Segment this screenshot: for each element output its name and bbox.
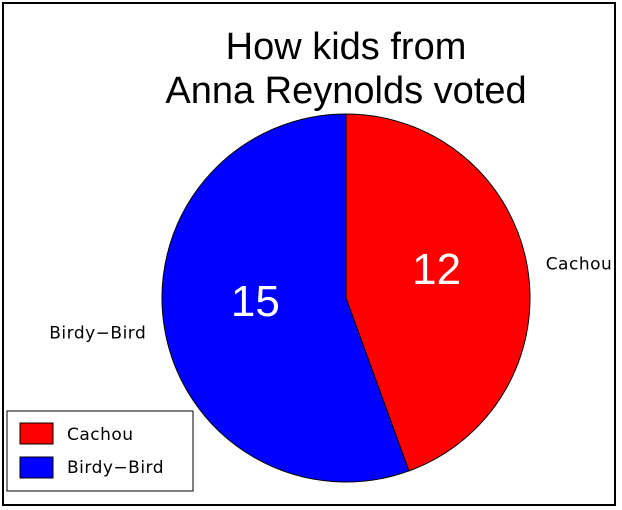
slice-label-birdy-bird: Birdy−Bird <box>49 324 146 344</box>
slice-value-labels: 12 15 <box>231 245 461 326</box>
legend-swatch-cachou <box>19 422 54 445</box>
chart-title-line-2: Anna Reynolds voted <box>165 70 526 112</box>
legend-label-cachou: Cachou <box>67 425 134 445</box>
pie-slices <box>161 113 531 483</box>
slice-outside-labels: Cachou Birdy−Bird <box>49 254 612 343</box>
slice-value-cachou: 12 <box>412 245 461 294</box>
legend: Cachou Birdy−Bird <box>6 410 194 492</box>
pie-slice-birdy-bird <box>161 113 410 483</box>
pie-slice-cachou <box>345 113 531 472</box>
legend-swatch-birdy-bird <box>19 456 54 479</box>
slice-value-birdy-bird: 15 <box>231 277 280 326</box>
slice-label-cachou: Cachou <box>546 254 613 274</box>
chart-title: How kids from Anna Reynolds voted <box>165 26 526 112</box>
chart-title-line-1: How kids from <box>226 26 467 68</box>
legend-label-birdy-bird: Birdy−Bird <box>67 458 164 478</box>
